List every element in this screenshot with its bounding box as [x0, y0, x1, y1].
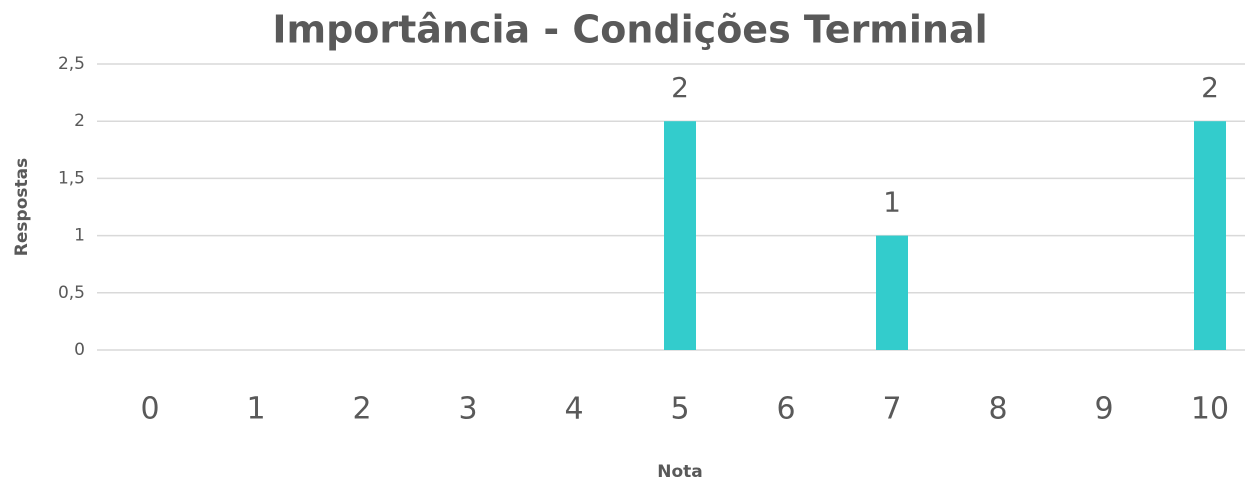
- x-tick-label: 6: [776, 392, 795, 427]
- x-axis-label: Nota: [657, 462, 703, 482]
- y-tick-label: 1: [74, 226, 85, 246]
- x-tick-label: 9: [1094, 392, 1113, 427]
- bar: [664, 121, 696, 350]
- chart-title: Importância - Condições Terminal: [272, 8, 987, 52]
- bar: [1194, 121, 1226, 350]
- data-label: 1: [883, 186, 901, 219]
- y-tick-label: 2,5: [58, 54, 85, 74]
- x-tick-label: 0: [140, 392, 159, 427]
- y-tick-label: 0: [74, 340, 85, 360]
- data-label: 2: [671, 71, 689, 104]
- y-axis-label: Respostas: [12, 158, 32, 256]
- x-tick-label: 2: [352, 392, 371, 427]
- x-tick-label: 7: [882, 392, 901, 427]
- x-tick-label: 8: [988, 392, 1007, 427]
- bar: [876, 235, 908, 350]
- x-tick-label: 5: [670, 392, 689, 427]
- data-label: 2: [1201, 71, 1219, 104]
- x-tick-label: 3: [458, 392, 477, 427]
- x-tick-label: 4: [564, 392, 583, 427]
- x-tick-label: 1: [246, 392, 265, 427]
- y-tick-label: 1,5: [58, 168, 85, 188]
- y-tick-label: 2: [74, 111, 85, 131]
- x-tick-label: 10: [1191, 392, 1229, 427]
- y-tick-label: 0,5: [58, 283, 85, 303]
